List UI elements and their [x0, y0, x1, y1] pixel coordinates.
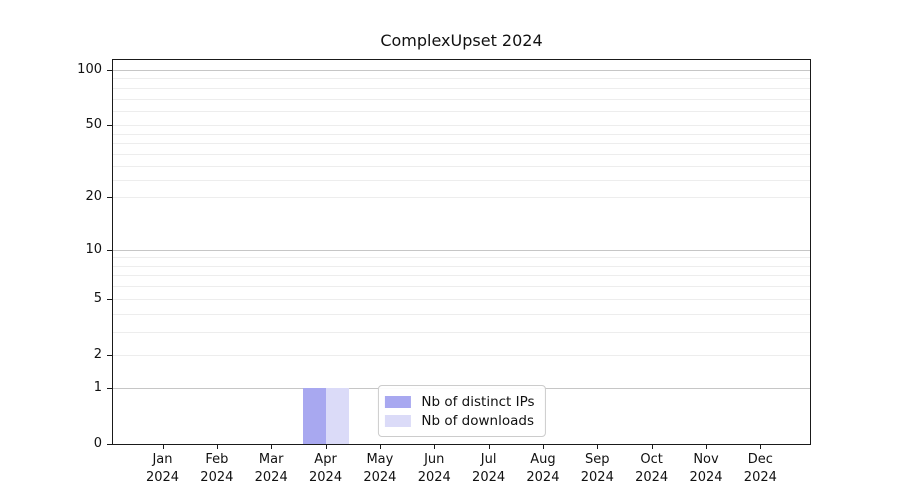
minor-gridline [113, 110, 810, 112]
chart-title: ComplexUpset 2024 [380, 31, 543, 50]
x-tick-mark [325, 444, 327, 449]
minor-gridline [113, 331, 810, 333]
minor-gridline [113, 354, 810, 356]
minor-gridline [113, 133, 810, 135]
x-tick-mark [488, 444, 490, 449]
legend-label-distinct-ips: Nb of distinct IPs [421, 393, 535, 410]
x-tick-label-line: Oct [640, 452, 663, 467]
x-tick-label-line: Dec [747, 452, 773, 467]
x-tick-label-line: Aug [530, 452, 556, 467]
legend-label-downloads: Nb of downloads [421, 412, 534, 429]
legend-swatch-downloads-icon [384, 414, 411, 427]
legend-item-distinct-ips: Nb of distinct IPs [384, 393, 535, 410]
major-gridline [113, 249, 810, 251]
x-tick-label-line: 2024 [417, 470, 451, 485]
x-tick-label: Jul 2024 [461, 451, 517, 487]
x-tick-label: Jun 2024 [406, 451, 462, 487]
x-tick-mark [216, 444, 218, 449]
minor-gridline [113, 275, 810, 277]
minor-gridline [113, 257, 810, 259]
minor-gridline [113, 87, 810, 89]
plot-area: Nb of distinct IPs Nb of downloads [112, 59, 811, 445]
x-tick-label: Oct 2024 [624, 451, 680, 487]
legend-swatch-distinct-ips-icon [384, 395, 411, 408]
y-tick-mark [107, 125, 112, 127]
x-tick-label: Feb 2024 [189, 451, 245, 487]
x-tick-mark [760, 444, 762, 449]
minor-gridline [113, 313, 810, 315]
major-gridline [113, 70, 810, 71]
x-tick-label: Nov 2024 [678, 451, 734, 487]
x-tick-label: Aug 2024 [515, 451, 571, 487]
minor-gridline [113, 265, 810, 267]
x-tick-label-line: 2024 [200, 470, 234, 485]
x-tick-label-line: 2024 [254, 470, 288, 485]
y-tick-label: 10 [85, 241, 102, 257]
x-tick-label: Apr 2024 [298, 451, 354, 487]
x-tick-label-line: Jul [480, 452, 497, 467]
minor-gridline [113, 286, 810, 288]
x-tick-mark [706, 444, 707, 449]
x-tick-label-line: Jan [152, 452, 173, 467]
x-tick-label: Mar 2024 [243, 451, 299, 487]
minor-gridline [113, 125, 810, 127]
x-tick-label: Sep 2024 [569, 451, 625, 487]
x-tick-label-line: 2024 [743, 470, 777, 485]
x-tick-label-line: 2024 [472, 470, 506, 485]
x-tick-label-line: 2024 [526, 470, 560, 485]
minor-gridline [113, 165, 810, 167]
x-tick-label-line: 2024 [689, 470, 723, 485]
x-tick-label-line: Sep [585, 452, 610, 467]
x-tick-label-line: 2024 [145, 470, 180, 485]
minor-gridline [113, 78, 810, 80]
x-tick-mark [542, 444, 544, 449]
minor-gridline [113, 179, 810, 181]
x-tick-label-line: 2024 [363, 470, 397, 485]
x-tick-label-line: 2024 [635, 470, 669, 485]
x-tick-label: Jan 2024 [135, 451, 191, 487]
y-tick-mark [107, 444, 112, 445]
minor-gridline [113, 153, 810, 155]
x-tick-label-line: Apr [314, 452, 337, 467]
x-tick-mark [434, 444, 436, 449]
x-tick-mark [162, 444, 164, 449]
y-tick-mark [107, 197, 112, 199]
minor-gridline [113, 143, 810, 145]
y-tick-label: 100 [77, 62, 102, 77]
x-tick-mark [651, 444, 653, 449]
x-tick-label: Dec 2024 [732, 451, 788, 487]
x-tick-mark [597, 444, 599, 449]
x-tick-label-line: Mar [258, 452, 284, 467]
minor-gridline [113, 98, 810, 100]
x-tick-mark [379, 444, 381, 449]
x-tick-label-line: Jun [424, 452, 445, 467]
y-tick-mark [107, 387, 112, 389]
legend-item-downloads: Nb of downloads [384, 412, 534, 429]
x-tick-label-line: 2024 [309, 470, 343, 485]
x-tick-mark [271, 444, 273, 449]
y-tick-label: 20 [85, 189, 102, 205]
x-tick-label-line: 2024 [580, 470, 614, 485]
x-tick-label-line: Feb [205, 452, 229, 467]
y-tick-label: 5 [93, 290, 102, 306]
y-tick-label: 50 [85, 117, 102, 133]
x-tick-label-line: May [366, 452, 394, 467]
x-tick-label: May 2024 [352, 451, 408, 487]
legend: Nb of distinct IPs Nb of downloads [377, 385, 546, 437]
minor-gridline [113, 298, 810, 300]
y-tick-mark [107, 249, 112, 251]
y-tick-label: 0 [93, 436, 102, 451]
y-tick-label: 1 [93, 379, 102, 395]
minor-gridline [113, 197, 810, 199]
y-tick-label: 2 [93, 346, 102, 362]
y-tick-mark [107, 70, 112, 71]
y-tick-mark [107, 298, 112, 300]
bar-distinct-ips [302, 387, 326, 444]
bar-downloads [325, 387, 349, 444]
x-tick-label-line: Nov [693, 452, 719, 467]
y-tick-mark [107, 354, 112, 356]
